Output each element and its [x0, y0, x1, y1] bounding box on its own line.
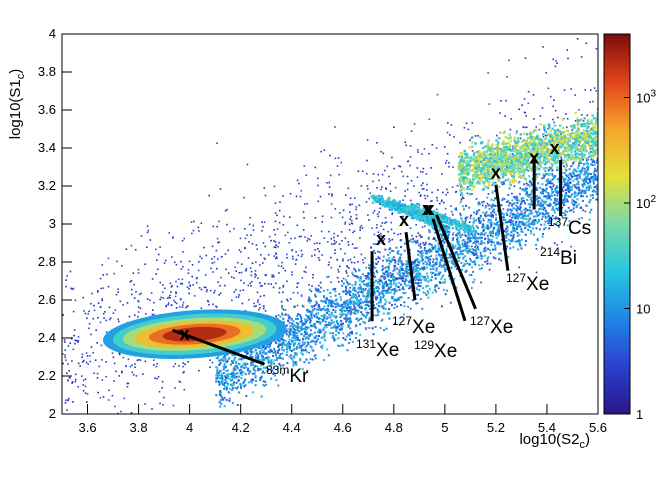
y-tick-label: 3.4	[38, 140, 56, 155]
x-tick-label: 4.2	[232, 420, 250, 435]
x-tick-label: 3.6	[78, 420, 96, 435]
x-tick-label: 4.8	[385, 420, 403, 435]
y-tick-label: 3.6	[38, 102, 56, 117]
y-tick-label: 2.6	[38, 292, 56, 307]
y-tick-label: 3.8	[38, 64, 56, 79]
colorbar-gradient	[604, 34, 630, 414]
y-tick-label: 2.4	[38, 330, 56, 345]
y-tick-label: 3.2	[38, 178, 56, 193]
peak-cs137-marker: x	[550, 138, 560, 158]
colorbar-tick-label: 1	[636, 407, 643, 422]
y-tick-label: 3	[49, 216, 56, 231]
x-axis-label: log10(S2c)	[519, 431, 590, 451]
peak-kr83m-marker: x	[180, 324, 190, 344]
x-tick-label: 5.2	[487, 420, 505, 435]
y-tick-label: 2.2	[38, 368, 56, 383]
peak-xe131-marker: x	[376, 229, 386, 249]
colorbar-tick-label: 102	[636, 194, 656, 211]
y-tick-label: 2	[49, 406, 56, 421]
y-tick-label: 2.8	[38, 254, 56, 269]
colorbar-tick-label: 103	[636, 89, 656, 106]
peak-xe127c-marker: x	[491, 163, 501, 183]
x-tick-label: 5.6	[589, 420, 607, 435]
x-tick-label: 3.8	[130, 420, 148, 435]
peak-xe127a-marker: x	[399, 210, 409, 230]
x-tick-label: 4.4	[283, 420, 301, 435]
y-tick-label: 4	[49, 26, 56, 41]
colorbar-tick-label: 10	[636, 302, 650, 317]
peak-bi214-marker: x	[529, 148, 539, 168]
x-tick-label: 4.6	[334, 420, 352, 435]
x-tick-label: 5	[441, 420, 448, 435]
peak-xe127b-marker: x	[425, 199, 435, 219]
y-axis-label: log10(S1c)	[7, 69, 27, 140]
x-tick-label: 4	[186, 420, 193, 435]
